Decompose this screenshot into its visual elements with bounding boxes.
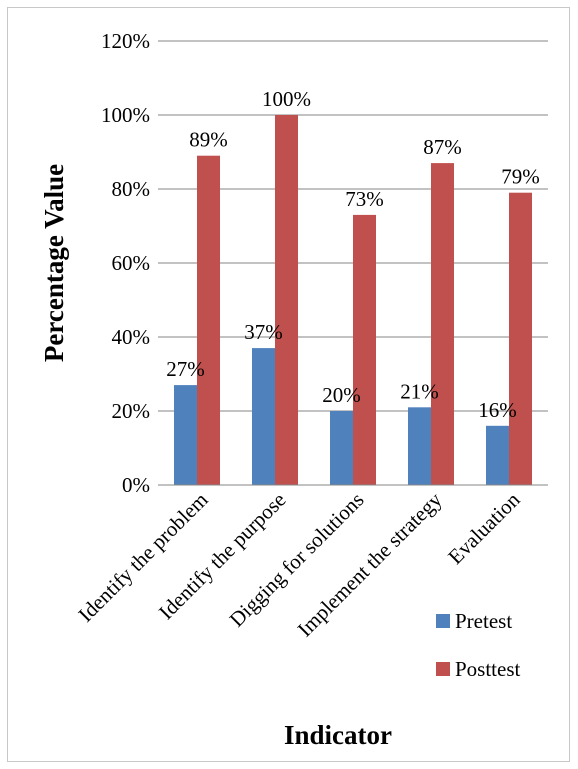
bar-posttest-1 <box>197 155 220 485</box>
data-label-posttest: 100% <box>262 87 311 111</box>
legend-label-pretest: Pretest <box>455 609 512 633</box>
y-tick-label: 100% <box>101 103 150 127</box>
data-label-posttest: 87% <box>423 135 462 159</box>
data-label-posttest: 73% <box>345 187 384 211</box>
data-label-pretest: 21% <box>400 379 439 403</box>
gridlines <box>158 40 548 412</box>
bar-pretest-5 <box>486 425 509 485</box>
y-axis-ticks: 0% 20% 40% 60% 80% 100% 120% <box>101 29 150 497</box>
x-tick-label: Evaluation <box>443 487 525 569</box>
data-label-posttest: 89% <box>189 128 228 152</box>
bar-pretest-1 <box>174 385 197 485</box>
chart-frame <box>7 7 570 762</box>
data-label-pretest: 27% <box>166 357 205 381</box>
data-label-pretest: 37% <box>244 320 283 344</box>
x-tick-label: Implement the strategy <box>293 487 447 641</box>
legend-label-posttest: Posttest <box>455 657 521 681</box>
legend: Pretest Posttest <box>436 609 521 681</box>
bar-posttest-3 <box>353 214 376 485</box>
bar-posttest-2 <box>275 115 298 485</box>
y-tick-label: 20% <box>112 399 151 423</box>
y-tick-label: 80% <box>112 177 151 201</box>
bar-posttest-4 <box>431 163 454 485</box>
bar-pretest-4 <box>408 407 431 485</box>
bar-pretest-2 <box>252 348 275 485</box>
bars <box>174 115 532 485</box>
data-label-posttest: 79% <box>501 165 540 189</box>
legend-swatch-posttest <box>436 662 450 676</box>
y-tick-label: 40% <box>112 325 151 349</box>
data-labels: 27% 89% 37% 100% 20% 73% 21% 87% 16% 79% <box>166 87 540 422</box>
y-tick-label: 120% <box>101 29 150 53</box>
x-tick-label: Identify the problem <box>74 488 213 627</box>
bar-pretest-3 <box>330 411 353 485</box>
y-axis-title: Percentage Value <box>39 164 69 362</box>
bar-posttest-5 <box>509 192 532 485</box>
x-tick-label: Digging for solutions <box>225 488 369 632</box>
data-label-pretest: 20% <box>322 383 361 407</box>
y-tick-label: 0% <box>122 473 150 497</box>
x-axis-title: Indicator <box>284 720 392 750</box>
legend-swatch-pretest <box>436 614 450 628</box>
data-label-pretest: 16% <box>478 398 517 422</box>
y-tick-label: 60% <box>112 251 151 275</box>
